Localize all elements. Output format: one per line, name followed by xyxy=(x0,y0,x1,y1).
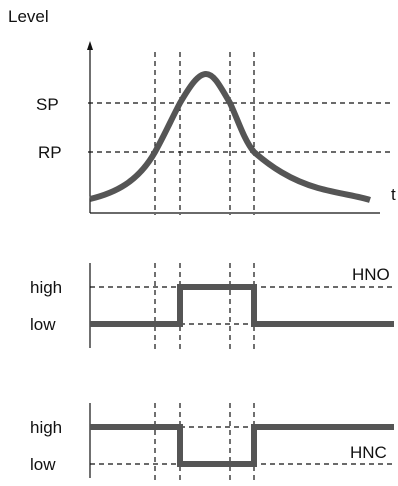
sp-label: SP xyxy=(36,95,59,114)
hnc-output-label: HNC xyxy=(350,443,387,462)
level-curve xyxy=(89,70,371,203)
hnc-chart: high low HNC xyxy=(30,403,394,484)
time-axis-label: t xyxy=(391,185,396,204)
rp-label: RP xyxy=(38,143,62,162)
level-axis-label: Level xyxy=(8,7,49,26)
hnc-low-label: low xyxy=(30,455,56,474)
y-axis-arrow xyxy=(87,41,93,50)
hno-signal xyxy=(90,284,394,327)
hno-output-label: HNO xyxy=(352,265,390,284)
level-chart: Level t SP RP xyxy=(8,7,396,215)
hno-high-label: high xyxy=(30,278,62,297)
hno-low-label: low xyxy=(30,315,56,334)
hnc-signal xyxy=(90,424,394,467)
hnc-high-label: high xyxy=(30,418,62,437)
hno-chart: high low HNO xyxy=(30,263,394,352)
